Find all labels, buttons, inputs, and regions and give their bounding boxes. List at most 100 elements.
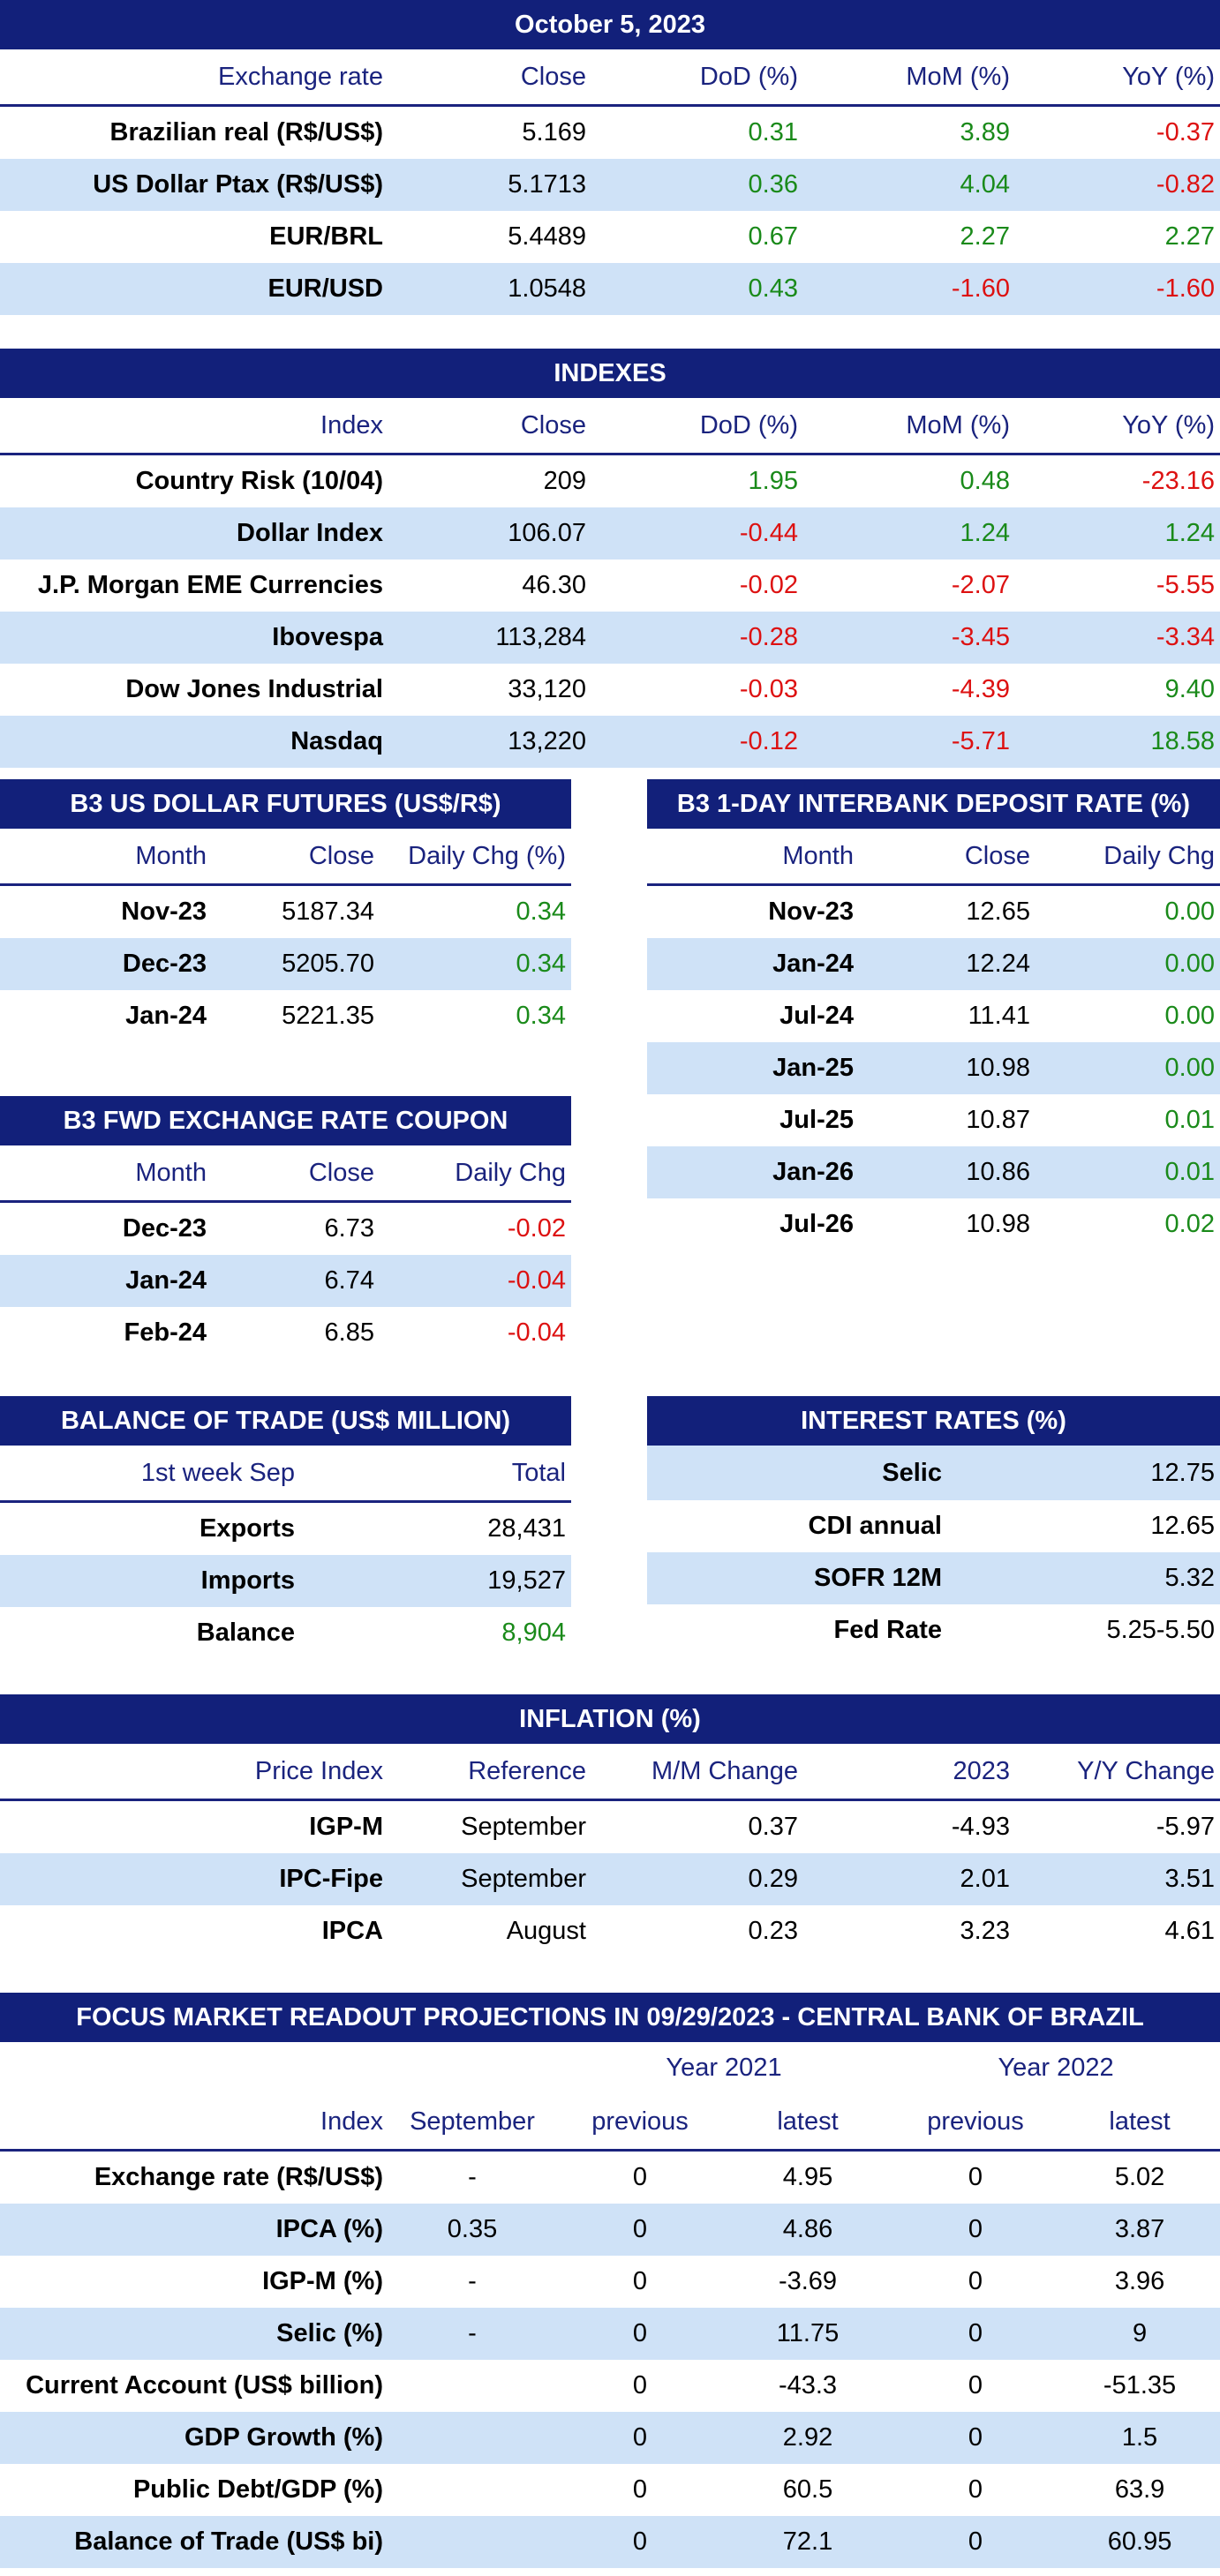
mm-value: 0.23 [748, 1917, 798, 1945]
september-value: - [388, 2308, 556, 2360]
focus-title: FOCUS MARKET READOUT PROJECTIONS IN 09/2… [0, 1993, 1220, 2042]
latest-2022-value: 60.95 [1059, 2516, 1220, 2568]
interbank-title: B3 1-DAY INTERBANK DEPOSIT RATE (%) [647, 779, 1220, 829]
daily-chg-value: -0.04 [380, 1255, 571, 1307]
mom-value: -3.45 [803, 612, 1015, 664]
row-label: IPCA (%) [0, 2204, 388, 2256]
row-label: EUR/USD [0, 263, 388, 315]
interbank-rate-table: B3 1-DAY INTERBANK DEPOSIT RATE (%) Mont… [647, 779, 1220, 1250]
month-label: Jan-24 [0, 1255, 212, 1307]
row-label: Ibovespa [0, 612, 388, 664]
header-daily-chg: Daily Chg [380, 1145, 571, 1203]
previous-2022-value: 0 [968, 2267, 983, 2295]
table-row: Nov-23 12.65 0.00 [647, 885, 1220, 939]
close-value: 10.86 [859, 1146, 1035, 1198]
previous-2022-value: 0 [968, 2371, 983, 2400]
latest-2021-value: 2.92 [724, 2412, 892, 2464]
yy-value: 3.51 [1015, 1853, 1220, 1905]
row-label: Fed Rate [833, 1616, 942, 1644]
latest-2021-value: 11.75 [724, 2308, 892, 2360]
header-latest-2021: latest [724, 2094, 892, 2152]
year-value: 3.23 [960, 1917, 1010, 1945]
header-close: Close [388, 49, 591, 107]
header-index: Index [0, 398, 388, 455]
month-label: Jul-24 [779, 1002, 854, 1030]
latest-2022-value: -51.35 [1103, 2371, 1177, 2400]
yoy-value: 1.24 [1015, 507, 1220, 560]
row-label: EUR/BRL [269, 222, 383, 251]
row-label: Nasdaq [0, 716, 388, 768]
group-header-year-2021: Year 2021 [666, 2054, 782, 2082]
month-label: Nov-23 [121, 897, 207, 926]
daily-chg-value: 0.00 [1164, 897, 1215, 926]
rate-value: 12.75 [947, 1446, 1220, 1500]
september-value [388, 2464, 556, 2516]
table-row: Feb-24 6.85 -0.04 [0, 1307, 571, 1359]
table-row: Jan-24 6.74 -0.04 [0, 1255, 571, 1307]
close-value: 13,220 [388, 716, 591, 768]
header-previous-2022: previous [892, 2094, 1059, 2152]
indexes-table: INDEXES Index Close DoD (%) MoM (%) YoY … [0, 349, 1220, 768]
yy-value: 4.61 [1164, 1917, 1215, 1945]
header-period: 1st week Sep [0, 1446, 300, 1503]
row-label: Exports [200, 1514, 295, 1543]
latest-2021-value: 4.95 [782, 2163, 833, 2191]
month-label: Feb-24 [124, 1318, 207, 1347]
header-mm-change: M/M Change [591, 1744, 803, 1801]
table-row: Jul-25 10.87 0.01 [647, 1094, 1220, 1146]
header-index: Index [0, 2094, 388, 2152]
header-dod: DoD (%) [591, 49, 803, 107]
close-value: 5221.35 [282, 1002, 374, 1030]
close-value: 10.98 [966, 1210, 1030, 1238]
table-row: IGP-M (%) - 0 -3.69 0 3.96 [0, 2256, 1220, 2308]
daily-chg-value: -0.02 [507, 1214, 566, 1243]
dod-value: -0.12 [591, 716, 803, 768]
reference-value: August [506, 1917, 586, 1945]
rate-value: 12.65 [1150, 1512, 1215, 1540]
header-september: September [388, 2094, 556, 2152]
previous-2021-value: 0 [556, 2412, 724, 2464]
group-header-spacer [388, 2042, 556, 2094]
row-label: Current Account (US$ billion) [26, 2371, 383, 2400]
dod-value: 1.95 [748, 467, 798, 495]
close-value: 5.4489 [508, 222, 586, 251]
table-row: Dec-23 5205.70 0.34 [0, 938, 571, 990]
dod-value: 0.36 [591, 159, 803, 211]
header-yoy: YoY (%) [1015, 398, 1220, 455]
daily-chg-value: 0.02 [1164, 1210, 1215, 1238]
month-label: Jul-26 [779, 1210, 854, 1238]
table-row: Jul-26 10.98 0.02 [647, 1198, 1220, 1250]
header-yoy: YoY (%) [1015, 49, 1220, 107]
yoy-value: -5.55 [1156, 571, 1216, 599]
table-row: Ibovespa 113,284 -0.28 -3.45 -3.34 [0, 612, 1220, 664]
table-row: IPCA (%) 0.35 0 4.86 0 3.87 [0, 2204, 1220, 2256]
previous-2021-value: 0 [632, 2267, 648, 2295]
total-value: 8,904 [501, 1618, 566, 1647]
close-value: 6.74 [212, 1255, 380, 1307]
table-row: Exports 28,431 [0, 1502, 571, 1556]
rate-value: 5.32 [947, 1552, 1220, 1604]
table-row: Selic (%) - 0 11.75 0 9 [0, 2308, 1220, 2360]
yoy-value: -23.16 [1141, 467, 1216, 495]
latest-2021-value: 60.5 [782, 2475, 833, 2504]
rate-value: 5.25-5.50 [1106, 1616, 1215, 1644]
september-value [388, 2412, 556, 2464]
focus-projections-table: FOCUS MARKET READOUT PROJECTIONS IN 09/2… [0, 1993, 1220, 2568]
row-label: Country Risk (10/04) [135, 467, 383, 495]
dod-value: -0.44 [591, 507, 803, 560]
table-row: Jan-24 12.24 0.00 [647, 938, 1220, 990]
daily-chg-value: 0.01 [1164, 1106, 1215, 1134]
exchange-rate-table: October 5, 2023 Exchange rate Close DoD … [0, 0, 1220, 315]
month-label: Jul-25 [779, 1106, 854, 1134]
table-row: Jan-25 10.98 0.00 [647, 1042, 1220, 1094]
close-value: 6.85 [324, 1318, 374, 1347]
row-label: IGP-M [309, 1813, 383, 1841]
daily-chg-value: 0.00 [1164, 1002, 1215, 1030]
latest-2021-value: -43.3 [778, 2371, 838, 2400]
mom-value: 2.27 [960, 222, 1010, 251]
row-label: IGP-M (%) [262, 2267, 383, 2295]
table-row: Nov-23 5187.34 0.34 [0, 885, 571, 939]
previous-2022-value: 0 [892, 2204, 1059, 2256]
dollar-futures-title: B3 US DOLLAR FUTURES (US$/R$) [0, 779, 571, 829]
